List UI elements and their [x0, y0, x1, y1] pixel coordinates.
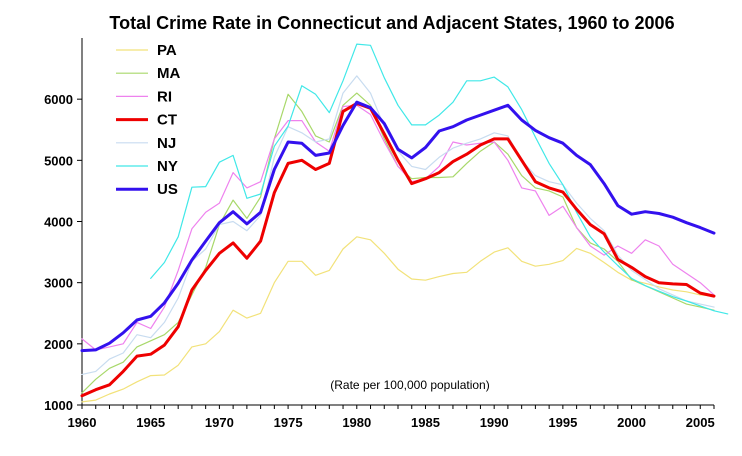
series-line-nj — [81, 75, 715, 375]
y-tick-label: 5000 — [44, 153, 73, 168]
chart-note: (Rate per 100,000 population) — [330, 378, 489, 392]
series-lines — [80, 43, 729, 403]
series-line-ny — [150, 43, 729, 315]
x-tick-label: 1985 — [411, 415, 440, 430]
x-tick-label: 1960 — [68, 415, 97, 430]
legend-label-ma: MA — [157, 65, 180, 82]
legend-label-pa: PA — [157, 42, 177, 59]
x-tick-label: 1980 — [342, 415, 371, 430]
legend-label-ny: NY — [157, 158, 178, 175]
y-tick-label: 3000 — [44, 276, 73, 291]
series-line-pa — [81, 236, 715, 403]
legend: PA MA RI CT NJ NY US — [116, 42, 180, 198]
series-line-ct — [80, 101, 716, 398]
y-axis: 1000 2000 3000 4000 5000 6000 — [44, 38, 83, 413]
x-tick-label: 1990 — [480, 415, 509, 430]
x-tick-label: 1995 — [548, 415, 577, 430]
y-tick-label: 6000 — [44, 92, 73, 107]
legend-label-ri: RI — [157, 88, 172, 105]
x-tick-label: 1975 — [274, 415, 303, 430]
x-tick-label: 2000 — [617, 415, 646, 430]
chart-title: Total Crime Rate in Connecticut and Adja… — [109, 13, 674, 33]
x-tick-label: 1965 — [136, 415, 165, 430]
x-tick-label: 1970 — [205, 415, 234, 430]
x-axis: 1960 1965 1970 1975 1980 1985 1990 1995 2000 2005 — [68, 404, 715, 430]
x-tick-label: 2005 — [686, 415, 715, 430]
y-tick-label: 2000 — [44, 337, 73, 352]
series-line-ma — [81, 92, 715, 394]
series-line-ri — [81, 104, 715, 351]
legend-label-nj: NJ — [157, 135, 176, 152]
legend-label-ct: CT — [157, 112, 177, 129]
series-line-us — [80, 100, 716, 353]
y-tick-label: 1000 — [44, 398, 73, 413]
legend-label-us: US — [157, 181, 178, 198]
y-tick-label: 4000 — [44, 215, 73, 230]
